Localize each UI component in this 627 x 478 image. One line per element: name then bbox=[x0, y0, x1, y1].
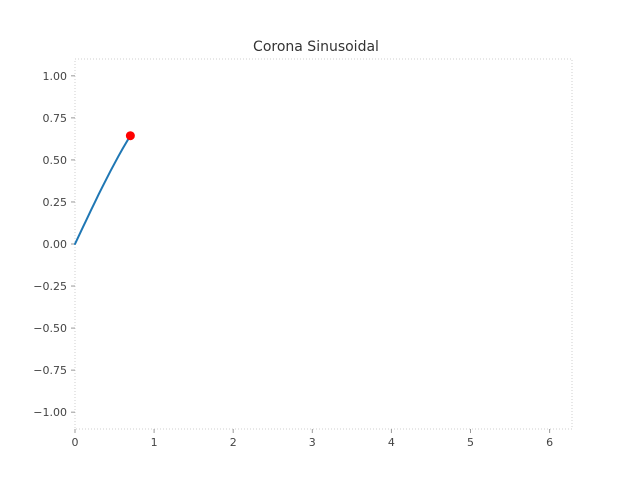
y-tick-label: −0.75 bbox=[33, 364, 67, 377]
y-tick-label: 0.00 bbox=[43, 238, 68, 251]
y-tick-label: −0.50 bbox=[33, 322, 67, 335]
x-axis: 0 1 2 3 4 5 6 bbox=[72, 429, 553, 449]
current-point-marker bbox=[125, 131, 135, 141]
y-tick-label: 0.25 bbox=[43, 196, 68, 209]
x-tick-label: 1 bbox=[151, 436, 158, 449]
x-tick-label: 3 bbox=[309, 436, 316, 449]
x-tick-label: 5 bbox=[467, 436, 474, 449]
y-axis: 1.00 0.75 0.50 0.25 0.00 −0.25 −0.50 −0.75 −1.00 bbox=[33, 70, 75, 419]
plot-area-frame bbox=[74, 58, 573, 430]
y-tick-label: 0.50 bbox=[43, 154, 68, 167]
x-tick-label: 4 bbox=[388, 436, 395, 449]
y-tick-label: 1.00 bbox=[43, 70, 68, 83]
series-line-0 bbox=[74, 134, 132, 245]
y-tick-label: −0.25 bbox=[33, 280, 67, 293]
x-tick-label: 0 bbox=[72, 436, 79, 449]
y-tick-label: 0.75 bbox=[43, 112, 68, 125]
x-tick-label: 2 bbox=[230, 436, 237, 449]
series-layer bbox=[74, 131, 135, 245]
y-tick-label: −1.00 bbox=[33, 406, 67, 419]
chart-title: Corona Sinusoidal bbox=[253, 39, 379, 55]
x-tick-label: 6 bbox=[546, 436, 553, 449]
